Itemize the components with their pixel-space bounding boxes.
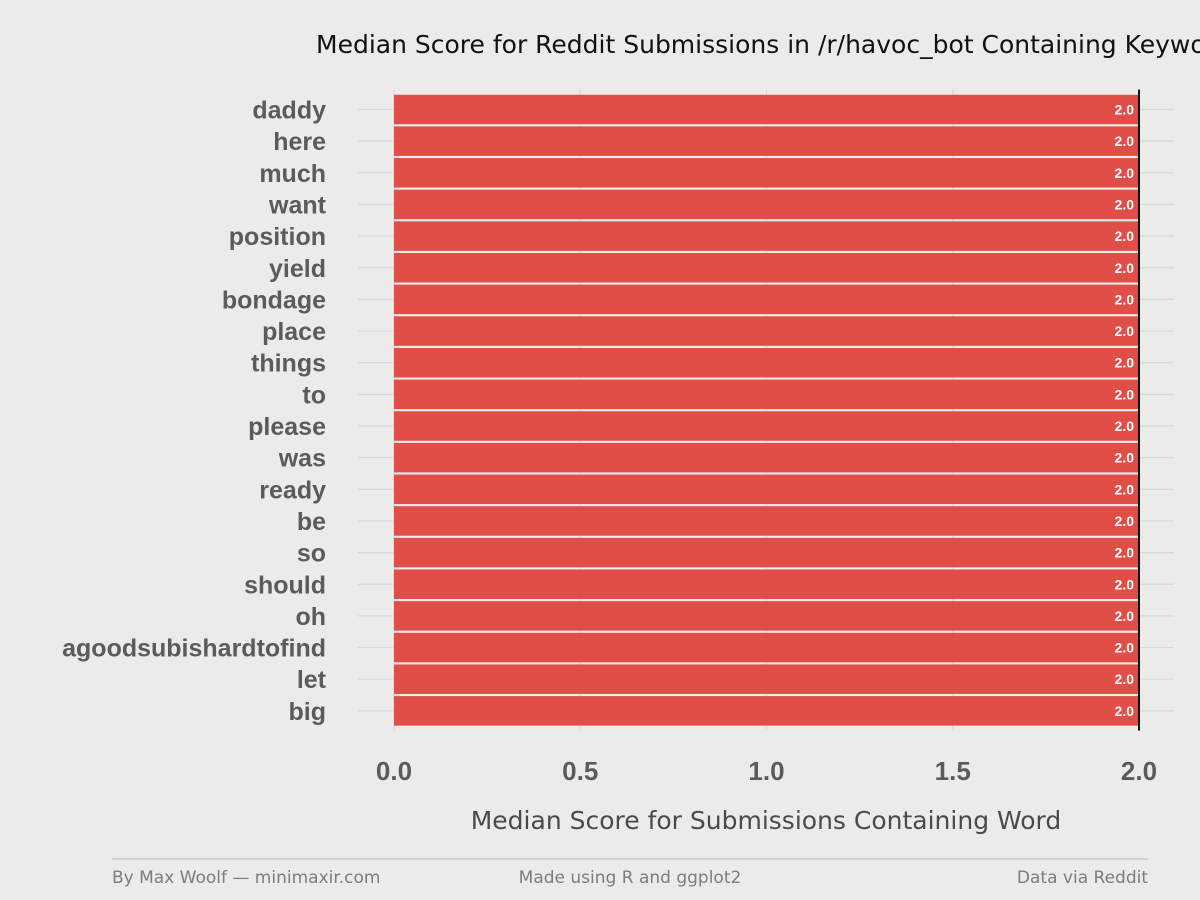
category-label: so [297, 540, 326, 568]
category-label: ready [259, 476, 326, 504]
bar [394, 158, 1139, 188]
category-label: should [244, 571, 326, 599]
category-label: want [268, 191, 327, 219]
bar-value-label: 2.0 [1115, 386, 1135, 402]
bar-value-label: 2.0 [1115, 196, 1135, 212]
bar-value-label: 2.0 [1115, 481, 1135, 497]
x-tick-label: 2.0 [1121, 756, 1157, 786]
bar [394, 569, 1139, 599]
category-label: let [297, 666, 327, 694]
category-label: position [229, 223, 326, 251]
x-tick-label: 0.0 [376, 756, 412, 786]
category-label: daddy [252, 97, 326, 125]
bar-value-label: 2.0 [1115, 608, 1135, 624]
bar [394, 347, 1139, 378]
bar-value-label: 2.0 [1115, 291, 1135, 307]
bar-value-label: 2.0 [1115, 102, 1135, 118]
bar-value-label: 2.0 [1115, 133, 1135, 149]
category-label: bondage [222, 286, 326, 314]
bar-value-label: 2.0 [1115, 513, 1135, 529]
bar [394, 316, 1139, 346]
bar-value-label: 2.0 [1115, 355, 1135, 371]
category-label: please [248, 413, 326, 441]
bar-value-label: 2.0 [1115, 576, 1135, 592]
category-label: here [273, 128, 326, 156]
bar [394, 537, 1139, 568]
bar-value-label: 2.0 [1115, 640, 1135, 656]
x-tick-label: 0.5 [562, 756, 598, 786]
bar-value-label: 2.0 [1115, 545, 1135, 561]
footer-tools: Made using R and ggplot2 [519, 868, 742, 888]
category-label: agoodsubishardtofind [62, 635, 326, 663]
bar-value-label: 2.0 [1115, 165, 1135, 181]
category-label: much [259, 160, 326, 188]
bar-value-label: 2.0 [1115, 228, 1135, 244]
category-label: yield [269, 255, 326, 283]
x-tick-label: 1.5 [935, 756, 971, 786]
bar [394, 126, 1139, 156]
category-label: was [278, 445, 326, 473]
bar-value-label: 2.0 [1115, 418, 1135, 434]
bar [394, 379, 1139, 410]
bar [394, 601, 1139, 631]
bar [394, 632, 1139, 663]
bar [394, 189, 1139, 220]
chart-title: Median Score for Reddit Submissions in /… [316, 30, 1200, 59]
bar [394, 474, 1139, 505]
category-label: oh [295, 603, 326, 631]
category-labels: daddy here much want position yield bondage pla… [62, 97, 327, 726]
footer-source: Data via Reddit [1017, 868, 1148, 888]
bar [394, 221, 1139, 251]
bar-value-label: 2.0 [1115, 260, 1135, 276]
category-label: big [289, 698, 327, 726]
bar [394, 442, 1139, 473]
category-label: to [302, 381, 326, 409]
bar [394, 253, 1139, 283]
bar [394, 284, 1139, 315]
footer-credit: By Max Woolf — minimaxir.com [112, 868, 381, 888]
x-tick-label: 1.0 [748, 756, 784, 786]
category-label: things [251, 350, 326, 378]
bar [394, 94, 1139, 125]
bar-value-label: 2.0 [1115, 671, 1135, 687]
bar [394, 696, 1139, 726]
bar-value-label: 2.0 [1115, 703, 1135, 719]
category-label: be [297, 508, 326, 536]
bar-value-label: 2.0 [1115, 323, 1135, 339]
bar [394, 411, 1139, 441]
bar-value-label: 2.0 [1115, 450, 1135, 466]
x-axis-ticks: 0.0 0.5 1.0 1.5 2.0 [376, 756, 1157, 786]
category-label: place [262, 318, 326, 346]
bar [394, 506, 1139, 536]
bars: 2.0 2.0 2.0 2.0 2.0 2.0 2.0 2.0 2.0 2.0 2.0 2.0 2.0 2… [394, 89, 1140, 731]
x-axis-title: Median Score for Submissions Containing … [471, 806, 1062, 835]
bar [394, 664, 1139, 694]
